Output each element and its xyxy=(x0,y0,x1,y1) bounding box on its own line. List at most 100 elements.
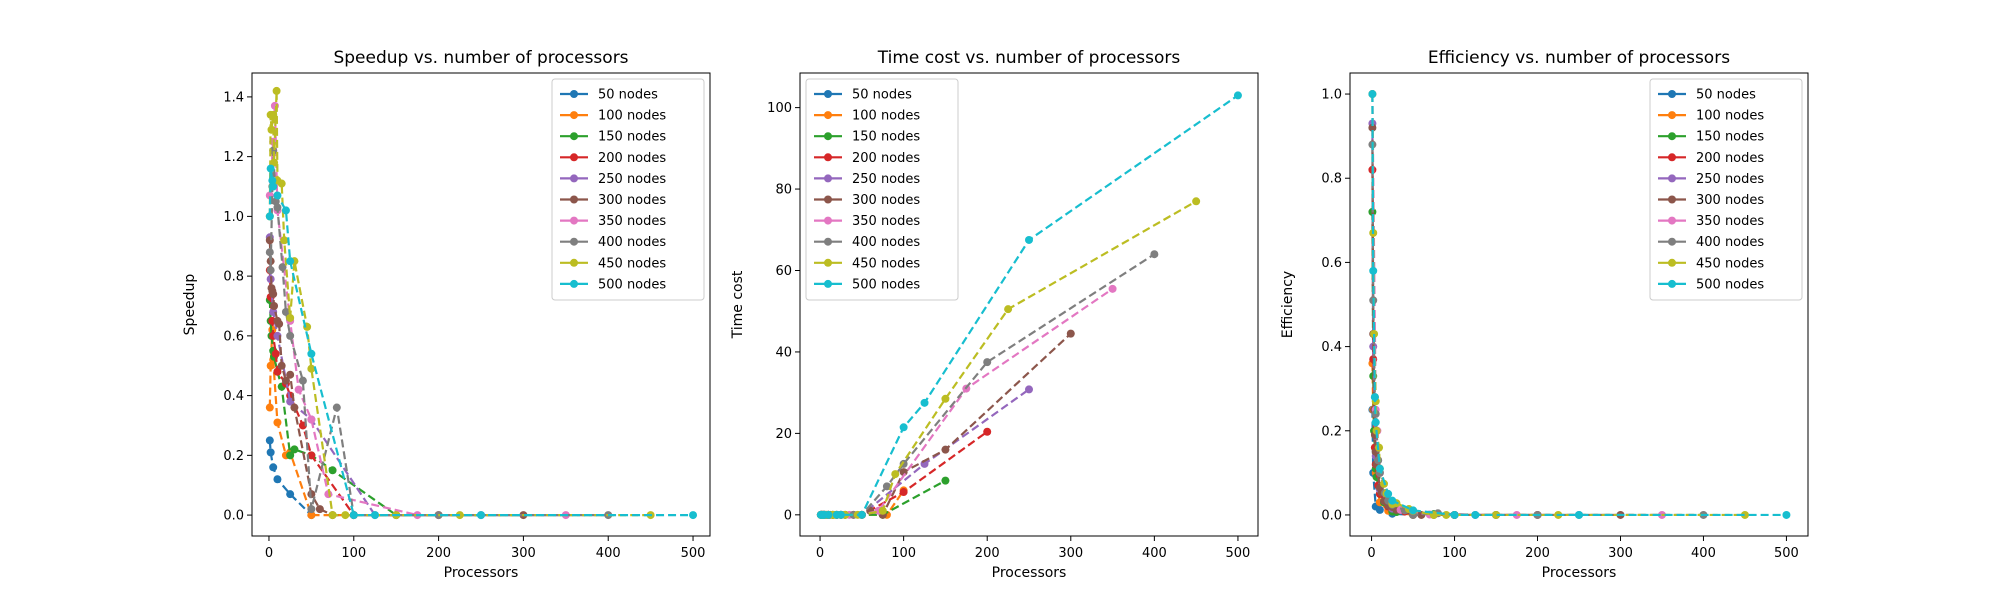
data-point xyxy=(1233,91,1242,100)
x-tick-label: 400 xyxy=(1691,546,1716,561)
legend-label: 350 nodes xyxy=(852,214,920,229)
legend-swatch-marker xyxy=(570,237,578,246)
data-point xyxy=(1384,489,1393,498)
data-point xyxy=(1575,510,1583,519)
data-point xyxy=(286,313,295,322)
legend-label: 100 nodes xyxy=(598,109,666,124)
data-point xyxy=(941,476,950,485)
data-point xyxy=(307,511,316,520)
legend-swatch-marker xyxy=(570,174,578,183)
data-point xyxy=(1371,418,1380,427)
series-line-3 xyxy=(268,299,397,516)
y-tick-label: 0.2 xyxy=(223,449,244,464)
data-point xyxy=(1375,464,1384,473)
data-point xyxy=(273,418,282,427)
legend-swatch-marker xyxy=(1668,111,1676,120)
legend-swatch-marker xyxy=(1668,132,1676,141)
series-line-6 xyxy=(268,240,524,517)
data-point xyxy=(307,415,316,424)
data-point xyxy=(941,394,950,403)
legend-swatch-marker xyxy=(824,111,832,120)
legend-swatch-marker xyxy=(570,111,578,120)
data-point xyxy=(1370,329,1379,338)
series-group xyxy=(265,86,698,520)
x-tick-label: 200 xyxy=(975,546,1000,561)
x-tick-label: 100 xyxy=(1442,546,1467,561)
series-line-5 xyxy=(820,388,1030,516)
x-axis-label: Processors xyxy=(1542,565,1617,581)
data-point xyxy=(1375,505,1384,514)
data-point xyxy=(290,403,299,412)
legend-swatch-marker xyxy=(1668,279,1676,288)
data-point xyxy=(267,125,276,134)
legend-label: 500 nodes xyxy=(598,277,666,292)
legend-label: 150 nodes xyxy=(598,130,666,145)
y-tick-label: 1.0 xyxy=(1321,88,1342,103)
data-point xyxy=(286,331,295,340)
data-point xyxy=(273,203,282,212)
legend-label: 50 nodes xyxy=(1696,88,1756,103)
data-point xyxy=(824,510,833,519)
legend-label: 400 nodes xyxy=(598,235,666,250)
data-point xyxy=(477,511,485,520)
legend-label: 300 nodes xyxy=(598,193,666,208)
data-point xyxy=(266,361,275,370)
y-tick-label: 0.6 xyxy=(1321,256,1342,271)
data-point xyxy=(920,398,929,407)
data-point xyxy=(1492,510,1501,519)
x-tick-label: 100 xyxy=(341,546,366,561)
legend-label: 150 nodes xyxy=(1696,130,1764,145)
data-point xyxy=(277,361,286,370)
legend: 50 nodes 100 nodes 150 nodes 200 nodes 250 n… xyxy=(551,78,705,301)
data-point xyxy=(298,376,307,385)
data-point xyxy=(290,445,299,454)
legend-label: 450 nodes xyxy=(852,256,920,271)
y-tick-label: 1.4 xyxy=(223,90,244,105)
data-point xyxy=(1512,510,1521,519)
legend-label: 150 nodes xyxy=(852,130,920,145)
series-line-3 xyxy=(1371,211,1497,517)
y-tick-label: 1.2 xyxy=(223,150,244,165)
data-point xyxy=(983,358,992,367)
y-tick-label: 60 xyxy=(775,264,792,279)
legend-swatch-marker xyxy=(1668,90,1676,98)
data-point xyxy=(1004,305,1013,314)
y-tick-label: 0.8 xyxy=(223,270,244,285)
data-point xyxy=(269,182,278,191)
data-point xyxy=(1368,90,1377,99)
data-point xyxy=(878,506,887,515)
legend-swatch-marker xyxy=(1668,195,1676,204)
data-point xyxy=(286,397,295,406)
legend-box xyxy=(551,78,705,301)
legend-label: 200 nodes xyxy=(852,151,920,166)
legend-label: 200 nodes xyxy=(598,151,666,166)
data-point xyxy=(328,511,337,520)
legend-swatch-marker xyxy=(570,90,578,98)
series-line-5 xyxy=(1371,123,1579,517)
data-point xyxy=(1370,393,1379,402)
legend-swatch-marker xyxy=(824,195,832,204)
data-point xyxy=(1192,197,1201,206)
data-point xyxy=(1388,496,1397,505)
legend: 50 nodes 100 nodes 150 nodes 200 nodes 250 n… xyxy=(805,78,959,301)
data-point xyxy=(281,307,290,316)
data-point xyxy=(273,191,282,200)
y-axis-label: Time cost xyxy=(730,270,746,339)
data-point xyxy=(1450,510,1459,519)
x-tick-label: 0 xyxy=(1367,546,1375,561)
data-point xyxy=(266,164,275,173)
y-axis-label: Efficiency xyxy=(1280,271,1296,338)
legend-swatch-marker xyxy=(570,216,578,225)
series-line-10 xyxy=(1371,94,1787,517)
legend-label: 50 nodes xyxy=(852,88,912,103)
legend-box xyxy=(805,78,959,301)
y-tick-label: 0.6 xyxy=(223,329,244,344)
legend-label: 250 nodes xyxy=(852,172,920,187)
legend-swatch-marker xyxy=(824,90,832,98)
x-axis-label: Processors xyxy=(992,565,1067,581)
axes-frame xyxy=(799,72,1259,537)
y-tick-label: 1.0 xyxy=(223,210,244,225)
data-point xyxy=(891,470,900,479)
legend-swatch-marker xyxy=(1668,174,1676,183)
legend-swatch-marker xyxy=(1668,153,1676,162)
